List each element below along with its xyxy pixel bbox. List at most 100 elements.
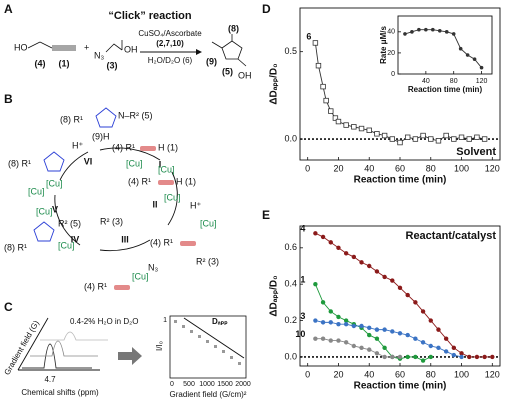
marker xyxy=(451,352,457,358)
transform-arrow xyxy=(118,347,142,365)
y-tick-label: 0.4 xyxy=(284,279,297,289)
marker xyxy=(320,83,326,90)
marker xyxy=(366,127,372,133)
marker xyxy=(374,269,380,274)
step-label: II xyxy=(152,199,157,209)
marker xyxy=(367,263,372,269)
marker xyxy=(374,336,380,341)
marker xyxy=(466,136,472,142)
x-axis-label: Reaction time (min) xyxy=(354,175,447,186)
marker xyxy=(413,336,418,341)
marker xyxy=(467,354,472,360)
marker xyxy=(328,320,333,325)
chem-text: HO xyxy=(14,42,28,52)
step-label: I xyxy=(159,159,162,169)
marker xyxy=(420,358,426,363)
x-tick-label: 120 xyxy=(485,163,500,173)
marker xyxy=(420,309,426,314)
x-tick-label: 40 xyxy=(422,78,430,85)
marker xyxy=(397,285,403,291)
marker xyxy=(328,338,333,343)
decay-frame xyxy=(169,315,247,379)
marker xyxy=(443,336,449,341)
marker xyxy=(428,136,434,142)
cu-label: [Cu] xyxy=(28,186,45,196)
plot-frame xyxy=(299,225,501,367)
x-tick-label: 100 xyxy=(454,163,469,173)
chem-label: (8) R¹ xyxy=(4,242,27,252)
spectrum-axes xyxy=(17,317,100,371)
y-tick-label: 40 xyxy=(387,29,395,36)
marker xyxy=(367,332,372,338)
annotation: 6 xyxy=(306,31,311,41)
marker xyxy=(320,300,326,305)
cu-label: [Cu] xyxy=(200,218,217,228)
compound-number: (5) xyxy=(222,66,233,76)
step-label: V xyxy=(52,204,58,214)
series-label: 1 xyxy=(300,275,305,285)
marker xyxy=(351,323,357,329)
chem-label: N₃ xyxy=(148,262,158,272)
d-label: Dₐₚₚ xyxy=(212,317,228,326)
marker xyxy=(397,139,403,146)
marker xyxy=(343,122,349,128)
marker xyxy=(367,325,372,331)
x-axis-label: Reaction time (min) xyxy=(354,381,447,392)
triazole-ring xyxy=(33,107,117,242)
x-tick-label: 20 xyxy=(333,163,343,173)
cu-label: [Cu] xyxy=(36,206,53,216)
tick-label: 1 xyxy=(163,317,167,324)
marker xyxy=(374,131,380,137)
axis-label: Gradient field (G/cm)² xyxy=(170,390,247,399)
marker xyxy=(336,245,341,251)
marker xyxy=(482,354,487,360)
chem-label: (4) R¹ xyxy=(128,176,151,186)
alkyne-bonds xyxy=(27,41,76,51)
sample-label: 0.4-2% H₂O in D₂O xyxy=(70,317,138,326)
marker xyxy=(381,132,388,139)
marker xyxy=(413,354,418,360)
marker xyxy=(451,136,457,142)
series-label: 4 xyxy=(300,224,305,234)
chem-label: (4) R¹ xyxy=(84,281,107,291)
compound-number: (8) xyxy=(228,23,239,33)
cu-label: [Cu] xyxy=(158,164,175,174)
chem-label: (9)H xyxy=(92,131,110,141)
y-tick-label: 0.6 xyxy=(284,242,297,252)
marker xyxy=(403,32,407,36)
marker xyxy=(420,132,426,139)
marker xyxy=(343,318,349,323)
marker xyxy=(405,292,410,298)
x-axis-label: Reaction time (min) xyxy=(408,85,483,94)
chart-title: Reactant/catalyst xyxy=(406,230,497,242)
panel-label: A xyxy=(4,2,13,16)
x-tick-label: 0 xyxy=(305,163,310,173)
marker xyxy=(437,28,442,33)
marker xyxy=(313,231,318,236)
panel-label: E xyxy=(262,208,270,222)
axis-label: Chemical shifts (ppm) xyxy=(21,388,99,397)
axis-label: I/I₀ xyxy=(155,341,164,351)
marker xyxy=(459,351,464,356)
marker xyxy=(382,327,387,332)
marker xyxy=(405,354,410,360)
x-tick-label: 40 xyxy=(364,163,374,173)
tick-label: 500 xyxy=(183,381,195,388)
marker xyxy=(405,332,410,338)
marker xyxy=(428,318,433,323)
x-tick-label: 100 xyxy=(454,369,469,379)
chem-label: (4) R¹ xyxy=(150,237,173,247)
chem-text: OH xyxy=(124,44,138,54)
x-tick-label: 120 xyxy=(485,369,500,379)
marker xyxy=(323,97,329,104)
x-tick-label: 80 xyxy=(426,163,436,173)
marker xyxy=(336,314,341,320)
chem-text: N₃ xyxy=(94,50,104,60)
marker xyxy=(404,134,411,140)
marker xyxy=(490,354,495,360)
compound-number: (4) xyxy=(35,58,46,68)
peak-label: 4.7 xyxy=(44,375,56,384)
marker xyxy=(390,354,395,360)
marker xyxy=(351,124,357,130)
marker xyxy=(351,343,357,349)
